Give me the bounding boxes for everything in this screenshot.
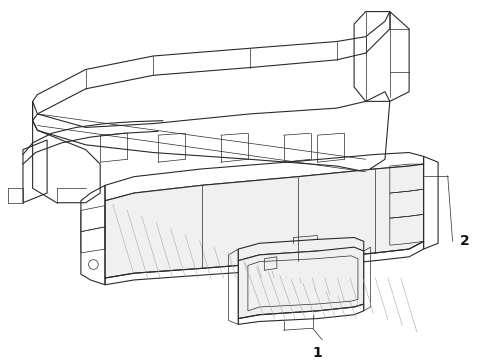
Text: 2: 2: [460, 234, 470, 248]
Polygon shape: [105, 164, 423, 278]
Polygon shape: [238, 247, 364, 319]
Text: 1: 1: [313, 346, 322, 360]
